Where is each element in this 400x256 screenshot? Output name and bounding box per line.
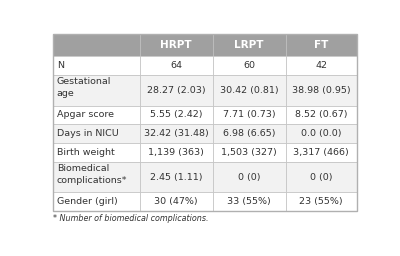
Text: 42: 42 [315,61,327,70]
Bar [140,143,212,162]
Text: 7.71 (0.73): 7.71 (0.73) [223,111,275,120]
Bar [212,162,286,192]
Text: 2.45 (1.11): 2.45 (1.11) [150,173,202,182]
Bar [140,34,212,56]
Text: 33 (55%): 33 (55%) [227,197,271,206]
Text: 0.0 (0.0): 0.0 (0.0) [301,129,342,138]
Text: 60: 60 [243,61,255,70]
Bar [140,192,212,211]
Bar [286,192,357,211]
Bar [53,143,140,162]
Bar [140,162,212,192]
Text: 64: 64 [170,61,182,70]
Text: 0 (0): 0 (0) [238,173,260,182]
Bar [53,75,140,106]
Bar [212,56,286,75]
Text: N: N [57,61,64,70]
Bar [140,124,212,143]
Bar [53,192,140,211]
Text: HRPT: HRPT [160,40,192,50]
Bar [286,34,357,56]
Bar [212,106,286,124]
Text: 3,317 (466): 3,317 (466) [293,148,349,157]
Text: 28.27 (2.03): 28.27 (2.03) [147,86,206,95]
Bar [212,75,286,106]
Text: LRPT: LRPT [234,40,264,50]
Text: 1,139 (363): 1,139 (363) [148,148,204,157]
Bar [286,56,357,75]
Text: Birth weight: Birth weight [57,148,114,157]
Text: 23 (55%): 23 (55%) [299,197,343,206]
Bar [53,124,140,143]
Text: 1,503 (327): 1,503 (327) [221,148,277,157]
Text: Apgar score: Apgar score [57,111,114,120]
Bar [53,106,140,124]
Text: 30.42 (0.81): 30.42 (0.81) [220,86,278,95]
Text: 38.98 (0.95): 38.98 (0.95) [292,86,350,95]
Text: 5.55 (2.42): 5.55 (2.42) [150,111,202,120]
Text: 32.42 (31.48): 32.42 (31.48) [144,129,208,138]
Text: Days in NICU: Days in NICU [57,129,118,138]
Text: FT: FT [314,40,328,50]
Bar [53,162,140,192]
Text: Gender (girl): Gender (girl) [57,197,118,206]
Bar [286,162,357,192]
Bar [140,56,212,75]
Bar [212,192,286,211]
Text: Gestational
age: Gestational age [57,77,111,98]
Bar [53,34,140,56]
Bar [53,56,140,75]
Bar [212,124,286,143]
Bar [140,75,212,106]
Bar [286,143,357,162]
Bar [286,75,357,106]
Bar [286,106,357,124]
Bar [212,34,286,56]
Text: 0 (0): 0 (0) [310,173,332,182]
Text: 30 (47%): 30 (47%) [154,197,198,206]
Bar [140,106,212,124]
Text: 6.98 (6.65): 6.98 (6.65) [223,129,275,138]
Text: * Number of biomedical complications.: * Number of biomedical complications. [53,214,209,223]
Text: 8.52 (0.67): 8.52 (0.67) [295,111,348,120]
Bar [212,143,286,162]
Bar [286,124,357,143]
Text: Biomedical
complications*: Biomedical complications* [57,164,127,185]
Bar [53,34,357,211]
